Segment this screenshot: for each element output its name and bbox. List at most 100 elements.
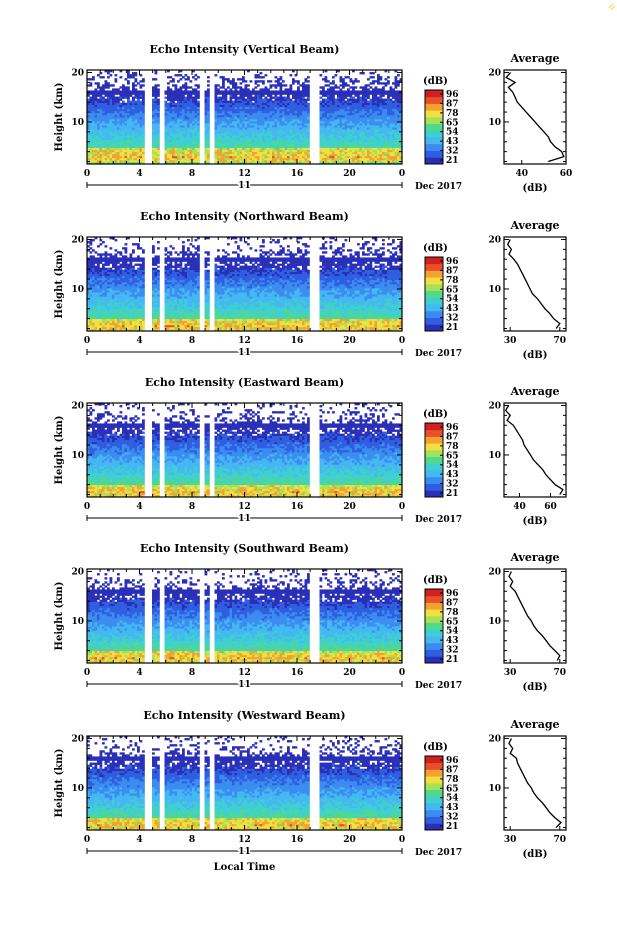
heatmap-cell (114, 104, 118, 108)
heatmap-cell (254, 145, 258, 148)
heatmap-cell (154, 78, 158, 81)
colorbar-swatch (425, 157, 443, 165)
heatmap-cell (374, 80, 378, 83)
heatmap-cell (87, 298, 90, 301)
heatmap-cell (287, 114, 290, 118)
heatmap-cell (264, 125, 268, 128)
heatmap-cell (332, 147, 335, 150)
heatmap-cell (339, 133, 343, 136)
heatmap-cell (137, 106, 140, 110)
heatmap-cell (99, 302, 103, 305)
heatmap-cell (237, 78, 240, 81)
heatmap-cell (107, 308, 110, 311)
heatmap-cell (367, 157, 370, 161)
heatmap-cell (294, 92, 298, 95)
heatmap-cell (357, 143, 360, 146)
heatmap-cell (112, 261, 115, 264)
heatmap-cell (377, 88, 380, 91)
heatmap-cell (232, 90, 235, 93)
heatmap-cell (224, 137, 228, 140)
heatmap-cell (167, 135, 170, 138)
heatmap-cell (109, 135, 113, 138)
heatmap-cell (137, 104, 140, 108)
heatmap-cell (127, 161, 130, 165)
heatmap-cell (352, 131, 355, 134)
heatmap-cell (142, 159, 145, 163)
heatmap-cell (112, 106, 115, 110)
heatmap-cell (392, 137, 395, 140)
heatmap-cell (274, 141, 278, 144)
heatmap-cell (252, 108, 255, 112)
heatmap-cell (304, 117, 308, 120)
heatmap-cell (284, 119, 288, 122)
heatmap-cell (319, 106, 323, 110)
heatmap-cell (124, 114, 128, 118)
heatmap-cell (272, 125, 275, 128)
heatmap-cell (339, 108, 343, 112)
heatmap-cell (359, 159, 363, 163)
heatmap-cell (102, 269, 105, 273)
heatmap-cell (244, 147, 248, 150)
heatmap-cell (282, 155, 285, 159)
heatmap-cell (194, 135, 198, 138)
heatmap-cell (294, 161, 298, 165)
heatmap-cell (249, 129, 253, 132)
heatmap-cell (167, 104, 170, 108)
heatmap-cell (307, 88, 310, 91)
heatmap-cell (87, 112, 90, 116)
heatmap-cell (257, 149, 260, 153)
heatmap-cell (87, 259, 90, 262)
heatmap-cell (372, 127, 375, 130)
heatmap-cell (104, 102, 108, 106)
heatmap-cell (264, 117, 268, 120)
heatmap-cell (224, 145, 228, 148)
heatmap-cell (89, 147, 93, 150)
heatmap-cell (204, 133, 208, 136)
heatmap-cell (334, 121, 338, 124)
heatmap-cell (234, 137, 238, 140)
heatmap-cell (354, 149, 358, 153)
heatmap-cell (194, 159, 198, 163)
heatmap-cell (187, 121, 190, 124)
heatmap-cell (127, 106, 130, 110)
heatmap-cell (104, 320, 108, 324)
heatmap-cell (117, 117, 120, 120)
heatmap-cell (109, 151, 113, 155)
heatmap-cell (127, 157, 130, 161)
heatmap-cell (104, 302, 108, 305)
heatmap-cell (114, 119, 118, 122)
heatmap-cell (229, 110, 233, 114)
heatmap-cell (107, 149, 110, 153)
heatmap-cell (269, 104, 273, 108)
heatmap-cell (134, 143, 138, 146)
heatmap-cell (259, 90, 263, 93)
heatmap-cell (112, 112, 115, 116)
heatmap-cell (329, 159, 333, 163)
heatmap-cell (367, 129, 370, 132)
heatmap-cell (279, 139, 283, 142)
heatmap-cell (352, 88, 355, 91)
heatmap-cell (187, 114, 190, 118)
heatmap-cell (237, 86, 240, 89)
heatmap-cell (287, 151, 290, 155)
heatmap-cell (249, 143, 253, 146)
heatmap-cell (94, 104, 98, 108)
heatmap-cell (207, 98, 210, 101)
heatmap-cell (239, 108, 243, 112)
heatmap-cell (94, 106, 98, 110)
heatmap-cell (182, 125, 185, 128)
heatmap-cell (139, 100, 143, 103)
colorbar-tick-label: 32 (446, 147, 459, 157)
heatmap-cell (254, 137, 258, 140)
heatmap-cell (97, 261, 100, 264)
heatmap-cell (364, 86, 368, 89)
heatmap-cell (89, 259, 93, 262)
heatmap-cell (122, 86, 125, 89)
heatmap-cell (379, 149, 383, 153)
heatmap-cell (239, 149, 243, 153)
heatmap-cell (184, 155, 188, 159)
heatmap-cell (174, 131, 178, 134)
heatmap-cell (297, 157, 300, 161)
heatmap-cell (139, 159, 143, 163)
